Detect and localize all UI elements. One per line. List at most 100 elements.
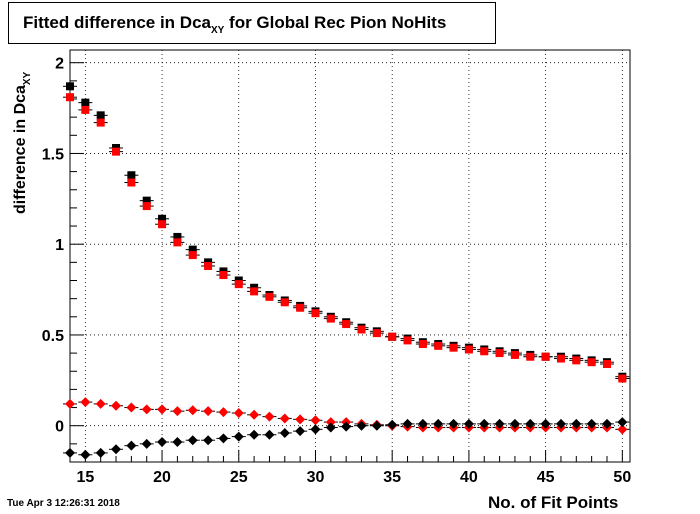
x-tick-label: 30: [307, 469, 325, 486]
data-point-diamond: [157, 404, 168, 415]
grid-lines: [70, 50, 630, 462]
data-point-diamond: [157, 437, 168, 448]
data-point-diamond: [80, 397, 91, 408]
title-main: Fitted difference in Dca: [23, 13, 211, 32]
data-point-square: [81, 98, 90, 107]
title-rest: for Global Rec Pion NoHits: [224, 13, 447, 32]
data-point-square: [280, 298, 289, 307]
data-point-diamond: [555, 418, 566, 429]
data-point-diamond: [617, 424, 628, 435]
data-point-square: [342, 320, 351, 329]
data-point-diamond: [264, 429, 275, 440]
data-point-square: [66, 93, 74, 102]
y-tick-label: 0.5: [42, 328, 64, 345]
data-point-diamond: [233, 407, 244, 418]
data-point-diamond: [95, 398, 106, 409]
data-point-diamond: [295, 414, 306, 425]
data-point-square: [296, 303, 305, 312]
data-point-diamond: [433, 418, 444, 429]
data-point-diamond: [95, 447, 106, 458]
data-point-square: [142, 202, 151, 211]
data-point-square: [96, 118, 105, 127]
data-point-square: [326, 314, 335, 323]
data-point-diamond: [141, 404, 152, 415]
data-point-square: [219, 271, 228, 280]
chart-title: Fitted difference in DcaXY for Global Re…: [23, 13, 446, 36]
data-points: [63, 82, 630, 460]
data-point-diamond: [417, 418, 428, 429]
data-point-square: [388, 332, 397, 341]
data-point-diamond: [341, 421, 352, 432]
data-point-square: [418, 340, 427, 349]
data-point-square: [372, 329, 381, 338]
data-point-square: [587, 358, 596, 367]
data-point-square: [618, 374, 627, 383]
data-point-diamond: [218, 433, 229, 444]
timestamp: Tue Apr 3 12:26:31 2018: [7, 498, 120, 509]
data-point-diamond: [525, 418, 536, 429]
data-point-square: [204, 261, 213, 270]
y-tick-label: 2: [55, 56, 64, 73]
data-point-square: [434, 341, 443, 350]
data-point-square: [173, 232, 182, 241]
data-point-square: [449, 343, 458, 352]
data-point-diamond: [111, 400, 122, 411]
data-point-diamond: [448, 418, 459, 429]
data-point-square: [572, 356, 581, 365]
data-point-diamond: [126, 402, 137, 413]
data-point-square: [602, 359, 611, 368]
data-point-square: [234, 280, 243, 289]
data-point-diamond: [509, 418, 520, 429]
data-point-square: [158, 220, 167, 229]
data-point-square: [66, 82, 74, 91]
data-point-diamond: [601, 418, 612, 429]
data-point-diamond: [203, 435, 214, 446]
data-point-square: [188, 251, 197, 260]
data-point-diamond: [65, 447, 75, 458]
data-point-diamond: [249, 429, 260, 440]
x-tick-label: 20: [153, 469, 171, 486]
data-point-diamond: [279, 413, 290, 424]
data-point-diamond: [172, 437, 183, 448]
y-axis-label: difference in DcaXY: [12, 72, 33, 214]
data-point-square: [464, 345, 473, 354]
data-point-square: [357, 325, 366, 334]
data-point-diamond: [540, 418, 551, 429]
data-point-diamond: [371, 420, 382, 431]
ylabel-main: difference in Dca: [12, 85, 29, 214]
data-point-diamond: [141, 438, 152, 449]
y-tick-label: 1.5: [42, 146, 64, 163]
title-subscript: XY: [210, 25, 225, 36]
y-tick-label: 1: [55, 237, 64, 254]
data-point-diamond: [356, 420, 367, 431]
data-point-square: [311, 309, 320, 318]
x-axis-label: No. of Fit Points: [488, 493, 619, 512]
data-point-square: [526, 352, 535, 361]
data-point-diamond: [463, 418, 474, 429]
data-point-square: [173, 238, 182, 247]
data-point-diamond: [249, 409, 260, 420]
y-tick-label: 0: [55, 419, 64, 436]
data-point-diamond: [325, 422, 336, 433]
data-point-diamond: [325, 417, 336, 428]
data-point-diamond: [571, 418, 582, 429]
x-tick-label: 25: [230, 469, 248, 486]
title-box: Fitted difference in DcaXY for Global Re…: [8, 2, 496, 44]
data-point-diamond: [264, 411, 275, 422]
data-point-diamond: [126, 440, 137, 451]
x-tick-label: 40: [460, 469, 478, 486]
data-point-diamond: [310, 424, 321, 435]
data-point-square: [188, 245, 197, 254]
data-point-square: [127, 171, 136, 180]
data-point-diamond: [617, 417, 628, 428]
data-point-square: [480, 347, 489, 356]
data-point-square: [96, 111, 105, 120]
x-tick-label: 45: [537, 469, 555, 486]
data-point-diamond: [233, 431, 244, 442]
data-point-diamond: [80, 449, 91, 460]
data-point-square: [556, 354, 565, 363]
data-point-diamond: [187, 435, 198, 446]
data-point-square: [265, 292, 274, 301]
data-point-diamond: [586, 418, 597, 429]
